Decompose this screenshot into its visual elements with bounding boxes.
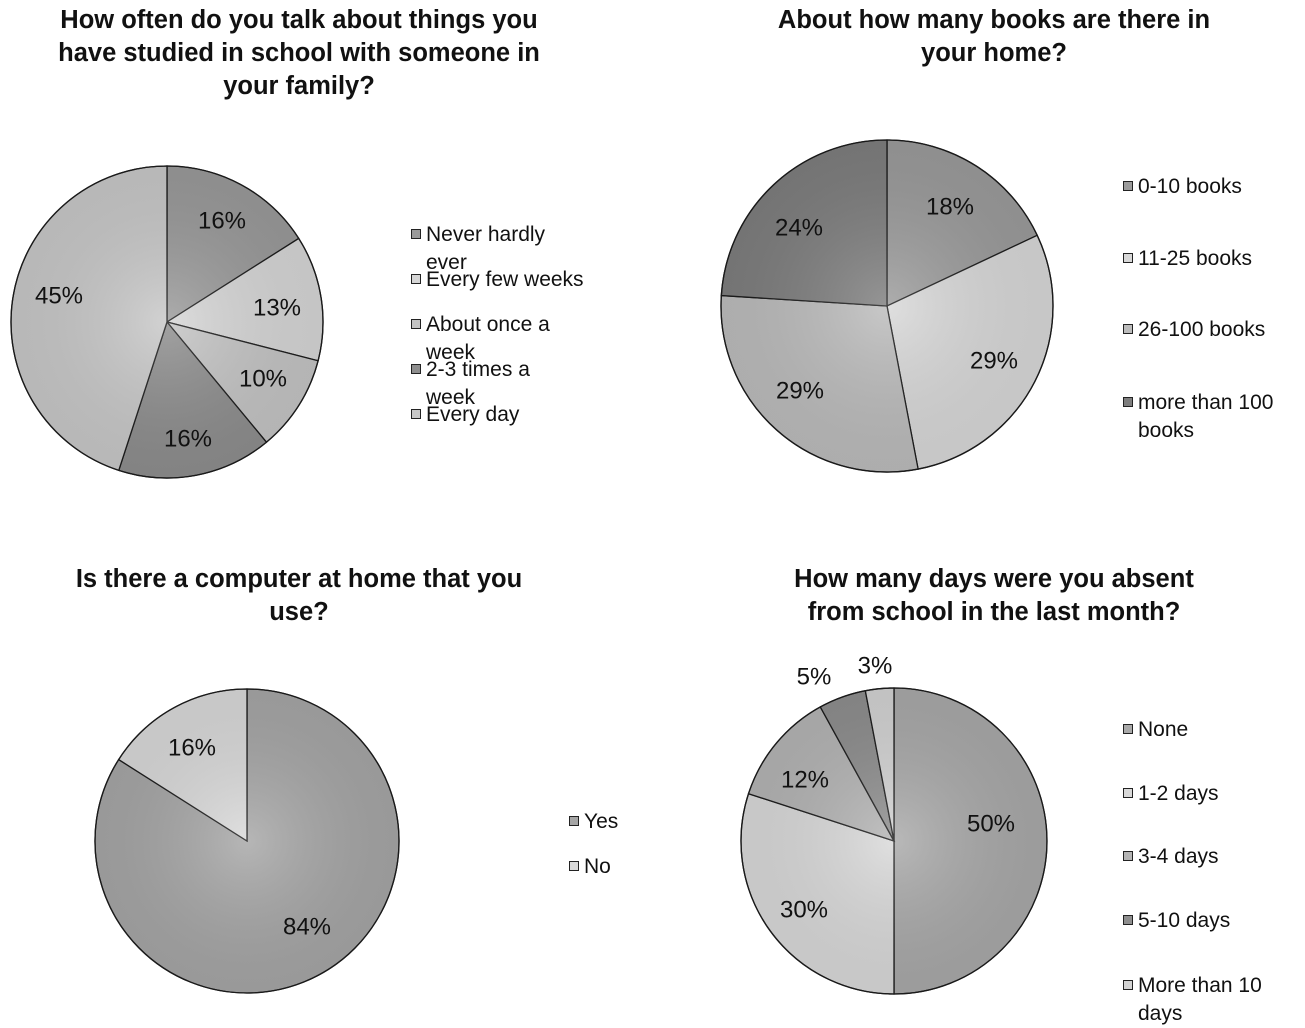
- legend-swatch: [1123, 253, 1133, 263]
- legend-label: Yes: [584, 810, 619, 833]
- legend-swatch: [1123, 915, 1133, 925]
- legend-swatch: [1123, 980, 1133, 990]
- pie-chart: 18% 29% 29% 24%: [720, 139, 1054, 473]
- slice-percent-label: 16%: [168, 735, 216, 762]
- pie-slice: [893, 687, 1048, 995]
- legend-swatch: [411, 409, 421, 419]
- chart-title: How many days were you absent from schoo…: [794, 565, 1194, 626]
- legend-swatch: [1123, 788, 1133, 798]
- slice-percent-label: 45%: [35, 283, 83, 310]
- slice-percent-label: 24%: [775, 215, 823, 242]
- legend-label: 26-100 books: [1138, 318, 1266, 341]
- legend-swatch: [411, 274, 421, 284]
- slice-percent-label: 18%: [926, 194, 974, 221]
- chart-title: Is there a computer at home that you use…: [75, 565, 523, 626]
- slice-percent-label: 30%: [780, 897, 828, 924]
- legend-swatch: [411, 319, 421, 329]
- legend-label: About once a week: [426, 313, 550, 364]
- legend-label: 11-25 books: [1138, 247, 1253, 270]
- slice-percent-label: 29%: [776, 378, 824, 405]
- legend-swatch: [1123, 324, 1133, 334]
- legend-label: None: [1138, 718, 1189, 741]
- pie-chart: 50% 30% 12% 5% 3%: [740, 653, 1048, 995]
- legend-label: No: [584, 855, 611, 878]
- slice-percent-label: 16%: [164, 426, 212, 453]
- slice-percent-label: 13%: [253, 295, 301, 322]
- slice-percent-label: 10%: [239, 366, 287, 393]
- slice-percent-label: 50%: [967, 811, 1015, 838]
- slice-percent-label: 3%: [858, 653, 893, 680]
- chart-title: How often do you talk about things you h…: [58, 6, 540, 100]
- legend-label: 5-10 days: [1138, 909, 1231, 932]
- legend-label: Every day: [426, 403, 520, 426]
- legend-label: 0-10 books: [1138, 175, 1242, 198]
- legend-swatch: [1123, 181, 1133, 191]
- legend-label: Every few weeks: [426, 268, 584, 291]
- slice-percent-label: 12%: [781, 767, 829, 794]
- legend-label: More than 10 days: [1138, 974, 1262, 1025]
- chart-legend: None 1-2 days 3-4 days 5-10 days More than 1…: [1123, 716, 1303, 1026]
- legend-swatch: [1123, 397, 1133, 407]
- chart-legend: Yes No: [569, 808, 689, 888]
- pie-chart: 84% 16%: [94, 688, 400, 994]
- legend-label: more than 100 books: [1138, 391, 1274, 442]
- legend-label: Never hardly ever: [426, 223, 546, 274]
- legend-label: 3-4 days: [1138, 845, 1219, 868]
- legend-swatch: [411, 229, 421, 239]
- legend-swatch: [569, 861, 579, 871]
- slice-percent-label: 5%: [797, 664, 832, 691]
- slice-percent-label: 29%: [970, 348, 1018, 375]
- legend-swatch: [1123, 724, 1133, 734]
- slice-percent-label: 84%: [283, 914, 331, 941]
- chart-legend: 0-10 books 11-25 books 26-100 books more th…: [1123, 173, 1303, 453]
- chart-legend: Never hardly ever Every few weeks About on…: [411, 221, 651, 441]
- legend-label: 1-2 days: [1138, 782, 1219, 805]
- legend-swatch: [411, 364, 421, 374]
- legend-swatch: [569, 816, 579, 826]
- chart-title: About how many books are there in your h…: [777, 6, 1211, 67]
- pie-chart: 16% 13% 10% 16% 45%: [10, 165, 324, 479]
- legend-swatch: [1123, 851, 1133, 861]
- legend-label: 2-3 times a week: [426, 358, 530, 409]
- slice-percent-label: 16%: [198, 208, 246, 235]
